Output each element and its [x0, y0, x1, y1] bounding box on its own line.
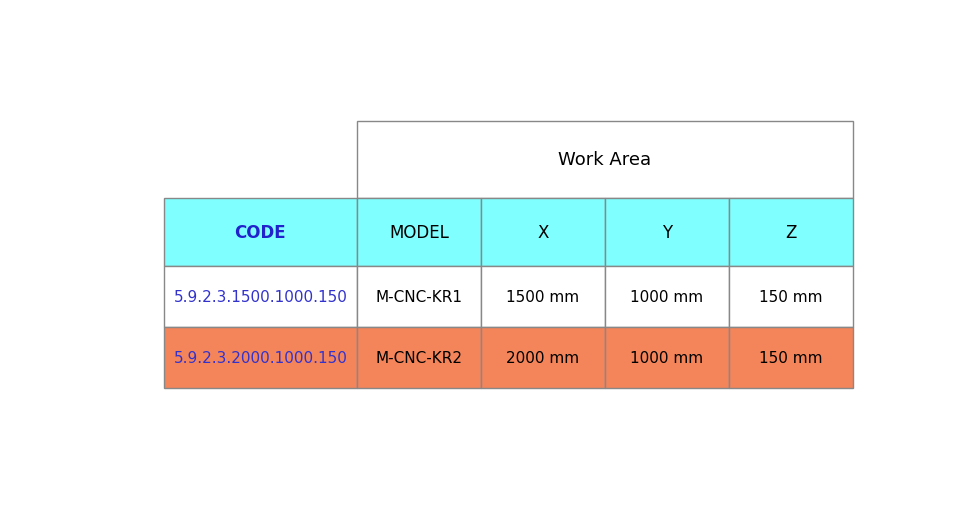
Text: 5.9.2.3.2000.1000.150: 5.9.2.3.2000.1000.150: [174, 351, 347, 365]
Bar: [357, 328, 481, 388]
Text: Z: Z: [785, 223, 796, 242]
Bar: [729, 198, 852, 267]
Text: M-CNC-KR2: M-CNC-KR2: [376, 351, 463, 365]
Text: CODE: CODE: [234, 223, 286, 242]
Bar: [605, 267, 729, 328]
Bar: [481, 328, 605, 388]
Text: 1500 mm: 1500 mm: [507, 290, 580, 305]
Bar: [481, 198, 605, 267]
Bar: [481, 267, 605, 328]
Bar: [605, 328, 729, 388]
Bar: [605, 198, 729, 267]
Bar: [729, 328, 852, 388]
Text: 2000 mm: 2000 mm: [507, 351, 580, 365]
Bar: [357, 267, 481, 328]
Text: 150 mm: 150 mm: [759, 290, 823, 305]
Text: 1000 mm: 1000 mm: [630, 290, 704, 305]
Bar: [164, 328, 357, 388]
Text: X: X: [537, 223, 549, 242]
Bar: [164, 267, 357, 328]
Text: M-CNC-KR1: M-CNC-KR1: [376, 290, 463, 305]
Bar: [729, 267, 852, 328]
Text: 5.9.2.3.1500.1000.150: 5.9.2.3.1500.1000.150: [174, 290, 347, 305]
Text: Y: Y: [662, 223, 671, 242]
Bar: [357, 198, 481, 267]
Text: MODEL: MODEL: [389, 223, 449, 242]
Bar: [164, 198, 357, 267]
Text: 150 mm: 150 mm: [759, 351, 823, 365]
Text: 1000 mm: 1000 mm: [630, 351, 704, 365]
Text: Work Area: Work Area: [558, 151, 651, 169]
Bar: [357, 122, 852, 198]
